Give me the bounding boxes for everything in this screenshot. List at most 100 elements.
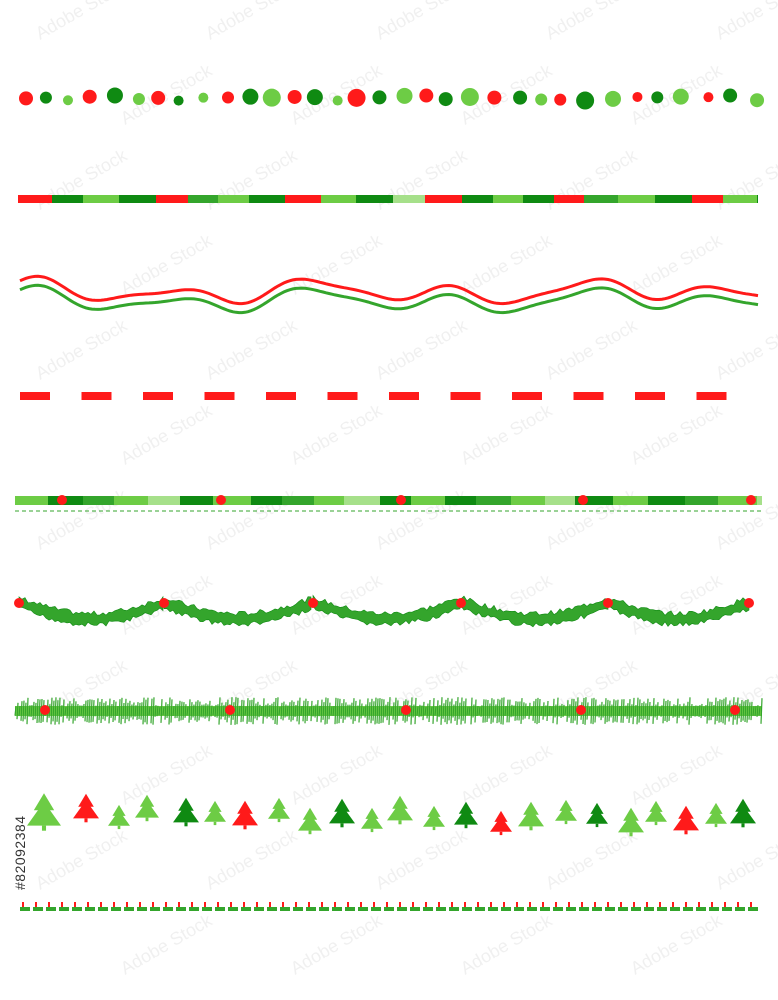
- bar-block: [18, 195, 52, 203]
- bar-block: [584, 195, 618, 203]
- watermark-text: Adobe Stock: [627, 910, 726, 979]
- dot: [262, 88, 281, 107]
- bar-block: [545, 496, 575, 505]
- garland-swag: [460, 595, 609, 628]
- tick: [74, 902, 76, 907]
- dot: [106, 87, 123, 104]
- tick: [516, 902, 518, 907]
- dot: [151, 90, 166, 105]
- dash: [204, 392, 235, 400]
- bar-block: [344, 496, 380, 505]
- watermark-text: Adobe Stock: [457, 910, 556, 979]
- bar-block: [692, 195, 723, 203]
- tick: [438, 902, 440, 907]
- tick: [542, 902, 544, 907]
- watermark-text: Adobe Stock: [202, 145, 301, 214]
- christmas-tree: [204, 800, 226, 826]
- watermark-text: Adobe Stock: [287, 60, 386, 129]
- bar-block: [52, 195, 83, 203]
- christmas-tree: [586, 802, 608, 828]
- bar-block: [314, 496, 344, 505]
- bar-block: [425, 195, 462, 203]
- tick: [334, 902, 336, 907]
- tick: [724, 902, 726, 907]
- dot: [605, 90, 622, 107]
- bar-block: [156, 195, 188, 203]
- tick: [87, 902, 89, 907]
- christmas-tree: [490, 810, 512, 836]
- tinsel-band: [15, 706, 762, 716]
- tick: [451, 902, 453, 907]
- christmas-tree: [454, 801, 478, 829]
- christmas-tree: [518, 801, 544, 831]
- christmas-tree: [27, 793, 61, 831]
- tick: [412, 902, 414, 907]
- bar-block: [15, 496, 48, 505]
- tick: [282, 902, 284, 907]
- watermark-text: Adobe Stock: [117, 910, 216, 979]
- garland-swag: [312, 594, 461, 627]
- bar-block: [218, 195, 249, 203]
- bar-with-baubles-border: [15, 495, 762, 512]
- striped-bar-border: [18, 195, 758, 203]
- tick: [100, 902, 102, 907]
- dot: [306, 89, 323, 106]
- tick: [594, 902, 596, 907]
- dot: [535, 93, 548, 106]
- bauble: [746, 495, 756, 505]
- bar-block: [554, 195, 584, 203]
- christmas-trees-border: [27, 793, 756, 837]
- christmas-tree: [173, 797, 199, 827]
- tick: [230, 902, 232, 907]
- bar-block: [251, 496, 282, 505]
- dot: [332, 95, 343, 106]
- dot: [62, 95, 73, 106]
- tick: [399, 902, 401, 907]
- bauble: [40, 705, 50, 715]
- bar-block: [718, 496, 757, 505]
- christmas-tree: [618, 807, 644, 837]
- bar-block: [757, 496, 762, 505]
- watermark-text: Adobe Stock: [542, 825, 641, 894]
- watermark-text: Adobe Stock: [372, 145, 471, 214]
- dash: [266, 392, 296, 400]
- tick: [22, 902, 24, 907]
- tick: [126, 902, 128, 907]
- watermark-text: Adobe Stock: [117, 400, 216, 469]
- watermark-text: Adobe Stock: [32, 485, 131, 554]
- tick: [672, 902, 674, 907]
- watermark-text: Adobe Stock: [372, 0, 471, 43]
- watermark-pattern: Adobe Stock Adobe Stock Adobe Stock Adobe S…: [32, 0, 778, 978]
- bauble: [225, 705, 235, 715]
- dash: [696, 392, 727, 400]
- christmas-tree: [423, 805, 445, 831]
- watermark-text: Adobe Stock: [117, 230, 216, 299]
- dot: [396, 87, 413, 104]
- bauble: [744, 598, 754, 608]
- dot: [242, 88, 259, 105]
- tick: [269, 902, 271, 907]
- watermark-text: Adobe Stock: [287, 740, 386, 809]
- tick: [620, 902, 622, 907]
- bar-block: [393, 195, 425, 203]
- tick: [256, 902, 258, 907]
- bar-block: [493, 195, 523, 203]
- dash: [20, 392, 50, 400]
- bar-block: [723, 195, 757, 203]
- bar-block: [321, 195, 356, 203]
- watermark-text: Adobe Stock: [372, 825, 471, 894]
- christmas-tree: [730, 798, 756, 828]
- wave-line-red: [19, 274, 759, 306]
- dot: [703, 92, 714, 103]
- dot: [372, 90, 387, 105]
- tick: [490, 902, 492, 907]
- tick: [750, 902, 752, 907]
- watermark-text: Adobe Stock: [32, 825, 131, 894]
- tick: [243, 902, 245, 907]
- watermark-text: Adobe Stock: [712, 0, 778, 43]
- tick: [503, 902, 505, 907]
- bar-block: [613, 496, 648, 505]
- tick: [568, 902, 570, 907]
- tick-dashed-border: [20, 902, 758, 911]
- watermark-text: Adobe Stock: [627, 400, 726, 469]
